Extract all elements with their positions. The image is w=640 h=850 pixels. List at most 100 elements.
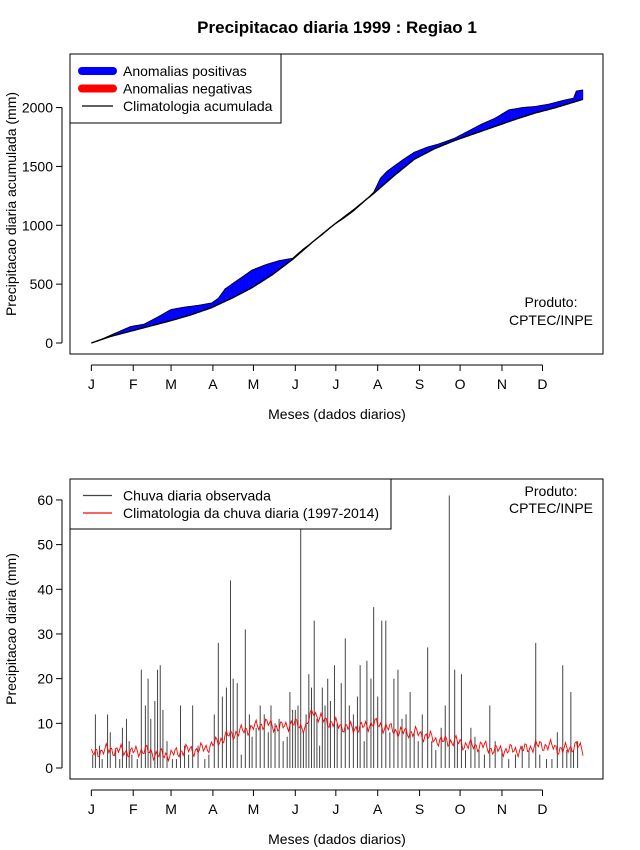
legend-label-positive: Anomalias positivas [123,63,247,79]
daily-x-label: Meses (dados diarios) [268,831,406,847]
positive-anomaly-segment [247,271,250,291]
positive-anomaly-segment [189,305,192,316]
positive-anomaly-segment [253,268,255,288]
cumulative-product-label: Produto: [525,294,578,310]
positive-anomaly-segment [172,308,174,321]
daily-y-tick-label: 60 [37,492,53,508]
positive-anomaly-segment [516,108,519,120]
positive-anomaly-segment [249,270,251,290]
positive-anomaly-segment [160,314,162,324]
cumulative-x-tick-label: J [88,376,95,392]
positive-anomaly-segment [503,112,505,124]
daily-x-tick-label: D [537,801,547,817]
cumulative-y-tick-label: 1500 [22,158,53,174]
positive-anomaly-segment [576,90,578,102]
daily-y-tick-label: 10 [37,715,53,731]
positive-anomaly-segment [226,286,228,302]
daily-rain-bars [92,495,579,768]
positive-anomaly-segment [228,284,231,300]
daily-legend: Chuva diaria observada Climatologia da c… [69,478,392,530]
cumulative-x-tick-label: A [373,376,383,392]
cumulative-y-tick-label: 500 [30,276,54,292]
positive-anomaly-segment [500,113,503,125]
positive-anomaly-segment [261,265,264,282]
positive-anomaly-segment [235,279,238,297]
positive-anomaly-segment [519,107,522,119]
daily-y-axis: 0 10 20 30 40 50 60 [37,492,63,776]
positive-anomaly-segment [192,305,195,315]
daily-x-tick-label: M [248,801,260,817]
positive-anomaly-segment [258,266,261,284]
positive-anomaly-segment [486,120,489,130]
positive-anomaly-segment [169,309,172,322]
daily-panel: 0 10 20 30 40 50 60 J F M A M J J A S O N D Meses (dados … [3,478,604,847]
positive-anomaly-segment [180,307,183,319]
positive-anomaly-segment [166,310,169,322]
positive-anomaly-segment [512,108,515,121]
daily-x-tick-label: J [88,801,95,817]
positive-anomaly-segment [511,108,513,122]
daily-y-tick-label: 40 [37,581,53,597]
positive-anomaly-segment [522,107,524,118]
cumulative-product-source: CPTEC/INPE [509,312,593,328]
positive-anomaly-segment [270,262,273,276]
positive-anomaly-segment [482,122,485,131]
cumulative-x-label: Meses (dados diarios) [268,406,406,422]
positive-anomaly-segment [497,115,500,126]
daily-climatology-line [90,708,584,763]
positive-anomaly-segment [237,279,239,296]
legend-label-climatology: Climatologia acumulada [123,98,273,114]
positive-anomaly-segment [505,110,508,123]
cumulative-y-tick-label: 1000 [22,217,53,233]
climatology-cumulative-line [91,98,584,344]
positive-anomaly-segment [484,121,486,131]
positive-anomaly-segment [164,312,166,323]
daily-product-label: Produto: [525,483,578,499]
daily-x-tick-label: A [373,801,383,817]
cumulative-panel: 0 500 1000 1500 2000 J F M A M J J A S O N D Meses (dad… [3,53,604,422]
positive-anomaly-segment [269,262,272,277]
daily-y-tick-label: 50 [37,537,53,553]
cumulative-x-tick-label: M [248,376,260,392]
daily-x-tick-label: S [415,801,424,817]
positive-anomaly-segment [499,114,501,126]
positive-anomaly-segment [528,106,531,116]
positive-anomaly-segment [250,269,253,289]
positive-anomaly-segment [266,263,269,279]
positive-anomaly-segment [230,283,233,300]
cumulative-x-tick-label: A [208,376,218,392]
positive-anomaly-segment [520,107,523,118]
positive-anomaly-segment [527,106,530,116]
positive-anomaly-segment [162,312,165,324]
positive-anomaly-segment [154,317,157,326]
positive-anomaly-segment [504,111,507,124]
positive-anomaly-segment [191,305,193,316]
legend-label-observed-rain: Chuva diaria observada [123,488,271,504]
positive-anomaly-segment [174,308,177,320]
positive-anomaly-segment [158,315,161,325]
daily-y-tick-label: 20 [37,671,53,687]
cumulative-x-tick-label: M [165,376,177,392]
cumulative-x-tick-label: O [455,376,466,392]
positive-anomaly-segment [254,268,257,287]
positive-anomaly-segment [178,307,181,319]
positive-anomaly-segment [245,273,247,292]
cumulative-x-tick-label: J [292,376,299,392]
cumulative-y-axis: 0 500 1000 1500 2000 [22,100,63,351]
cumulative-lines [91,89,584,344]
cumulative-y-label: Precipitacao diaria acumulada (mm) [3,92,19,316]
positive-anomaly-segment [168,309,170,322]
cumulative-x-tick-label: D [537,376,547,392]
positive-anomaly-segment [193,305,196,315]
legend-label-negative: Anomalias negativas [123,81,252,97]
daily-x-tick-label: J [292,801,299,817]
positive-anomaly-segment [239,277,242,295]
positive-anomaly-segment [157,315,160,325]
positive-anomaly-segment [234,280,237,298]
positive-anomaly-segment [257,267,260,285]
positive-anomaly-segment [188,306,191,316]
positive-anomaly-segment [259,266,262,283]
